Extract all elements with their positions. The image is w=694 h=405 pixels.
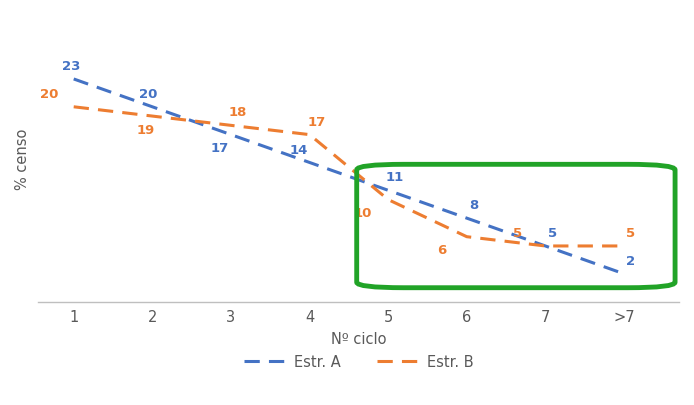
X-axis label: Nº ciclo: Nº ciclo — [331, 331, 387, 346]
Text: 23: 23 — [62, 60, 80, 73]
Text: 20: 20 — [139, 87, 158, 100]
Legend: Estr. A, Estr. B: Estr. A, Estr. B — [238, 348, 479, 375]
Text: 11: 11 — [386, 171, 404, 184]
Text: 5: 5 — [627, 226, 636, 239]
Text: 18: 18 — [229, 106, 247, 119]
Text: 2: 2 — [627, 254, 636, 267]
Text: 5: 5 — [513, 226, 522, 239]
Y-axis label: % censo: % censo — [15, 128, 30, 189]
Text: 14: 14 — [289, 143, 307, 156]
Text: 17: 17 — [307, 115, 325, 128]
Text: 19: 19 — [136, 123, 155, 136]
Text: 20: 20 — [40, 87, 58, 100]
Text: 8: 8 — [469, 199, 478, 212]
Text: 17: 17 — [211, 142, 229, 155]
Text: 10: 10 — [354, 207, 373, 220]
Text: 5: 5 — [548, 226, 557, 239]
Text: 6: 6 — [437, 243, 446, 256]
